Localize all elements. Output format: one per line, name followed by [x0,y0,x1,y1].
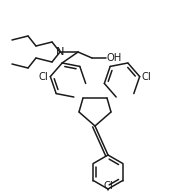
Text: Cl: Cl [39,72,48,81]
Text: N: N [56,47,64,57]
Text: Cl: Cl [103,181,113,191]
Text: Cl: Cl [142,72,152,81]
Text: OH: OH [107,53,122,63]
